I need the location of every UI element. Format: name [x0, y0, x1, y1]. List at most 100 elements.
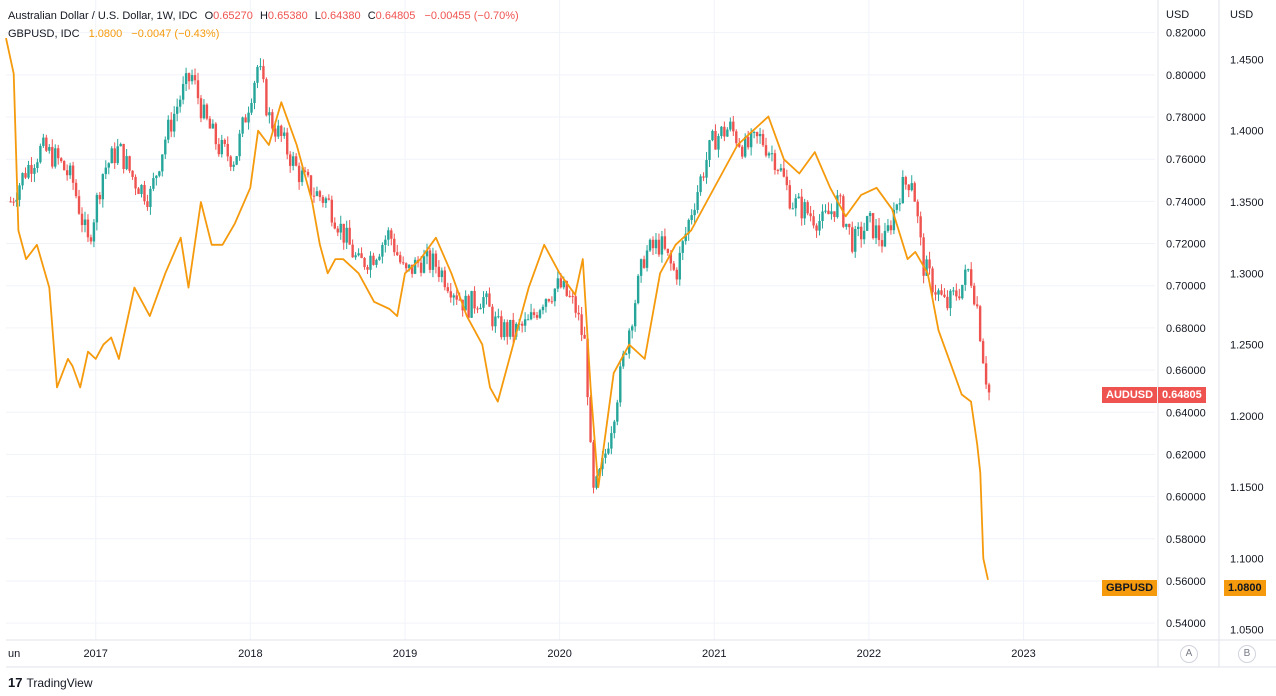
- candle: [428, 247, 432, 274]
- x-tick-label: un: [8, 648, 20, 660]
- candle-body: [116, 146, 119, 164]
- candle-body: [175, 106, 179, 114]
- candle: [818, 214, 821, 236]
- candle: [550, 296, 554, 305]
- legend-audusd[interactable]: Australian Dollar / U.S. Dollar, 1W, IDC…: [8, 10, 519, 22]
- candle: [767, 151, 771, 159]
- candle: [639, 258, 643, 283]
- candle-body: [616, 402, 619, 422]
- candle-body: [437, 266, 441, 278]
- candle-body: [143, 184, 146, 202]
- candle: [306, 168, 310, 178]
- y-left-tick-label: 0.78000: [1166, 112, 1206, 124]
- candle: [220, 134, 223, 158]
- candle: [485, 290, 488, 305]
- candle-body: [821, 211, 824, 222]
- candle: [271, 109, 274, 132]
- left-scale-unit: USD: [1166, 9, 1190, 21]
- candle: [321, 195, 325, 208]
- candle: [324, 196, 328, 208]
- candle-body: [562, 281, 565, 288]
- candle-body: [553, 288, 557, 302]
- candle-body: [889, 225, 893, 231]
- candle-body: [214, 123, 218, 145]
- candle: [375, 258, 378, 268]
- scale-b-button[interactable]: B: [1238, 645, 1256, 663]
- candle-body: [422, 256, 426, 273]
- candle: [158, 170, 161, 178]
- candle-body: [184, 73, 188, 85]
- candle-body: [452, 295, 455, 298]
- legend-high-value: 0.65380: [267, 10, 308, 22]
- auto-scale-button[interactable]: A: [1180, 645, 1198, 663]
- candle-body: [732, 121, 735, 132]
- candle: [467, 294, 470, 321]
- candle: [434, 250, 438, 274]
- candle: [396, 244, 399, 257]
- candle: [523, 312, 527, 333]
- candle-body: [958, 296, 961, 299]
- candle: [758, 127, 762, 144]
- candle: [455, 289, 458, 305]
- candle-body: [378, 256, 381, 260]
- candle-body: [208, 118, 212, 129]
- candle-body: [916, 201, 919, 217]
- candle: [806, 200, 809, 216]
- candle: [782, 160, 786, 178]
- candle: [556, 270, 560, 293]
- candle-body: [131, 170, 134, 177]
- candle: [161, 154, 164, 177]
- candle: [369, 251, 372, 278]
- candle-body: [149, 188, 152, 208]
- candle: [830, 203, 833, 220]
- candle: [83, 211, 87, 233]
- candle-body: [761, 133, 765, 146]
- candle: [693, 203, 696, 223]
- candle-body: [80, 213, 84, 226]
- candle-body: [523, 319, 527, 326]
- candle-body: [467, 295, 470, 318]
- candle-body: [972, 285, 976, 305]
- candle: [336, 225, 339, 237]
- tradingview-footer[interactable]: 17 TradingView: [8, 675, 93, 690]
- candle: [636, 274, 640, 305]
- candle: [30, 157, 33, 183]
- candle-body: [529, 312, 533, 320]
- candle-body: [464, 295, 467, 311]
- y-right-tick-label: 1.1500: [1230, 482, 1264, 494]
- candle: [125, 148, 128, 171]
- candle-body: [407, 264, 411, 269]
- candle-body: [288, 154, 292, 166]
- candle: [529, 303, 533, 321]
- candle-body: [812, 216, 815, 226]
- candle-body: [479, 307, 482, 310]
- candle: [491, 303, 494, 331]
- legend-gbpusd[interactable]: GBPUSD, IDC 1.0800 −0.0047 (−0.43%): [8, 28, 219, 40]
- candle: [268, 107, 271, 124]
- candle: [39, 143, 42, 164]
- candle-body: [696, 192, 699, 210]
- candle: [187, 72, 191, 90]
- candle-body: [146, 201, 149, 208]
- candle-body: [684, 233, 687, 242]
- candle-body: [967, 269, 970, 271]
- candle-body: [904, 177, 907, 185]
- candle-body: [384, 239, 387, 245]
- candle: [970, 262, 973, 289]
- y-right-tick-label: 1.4000: [1230, 126, 1264, 138]
- candle: [889, 220, 893, 235]
- gbpusd-price-badge: 1.0800: [1224, 580, 1266, 596]
- candle-body: [193, 75, 197, 81]
- candle-body: [779, 168, 783, 171]
- candle: [384, 235, 387, 253]
- candle: [45, 134, 48, 153]
- gbpusd-line: [5, 37, 989, 580]
- candle-body: [690, 215, 693, 220]
- candle: [48, 144, 51, 154]
- candle-body: [419, 262, 423, 273]
- candle-body: [800, 196, 803, 219]
- candle-body: [714, 130, 717, 150]
- candle: [904, 175, 907, 190]
- candle-body: [681, 241, 684, 253]
